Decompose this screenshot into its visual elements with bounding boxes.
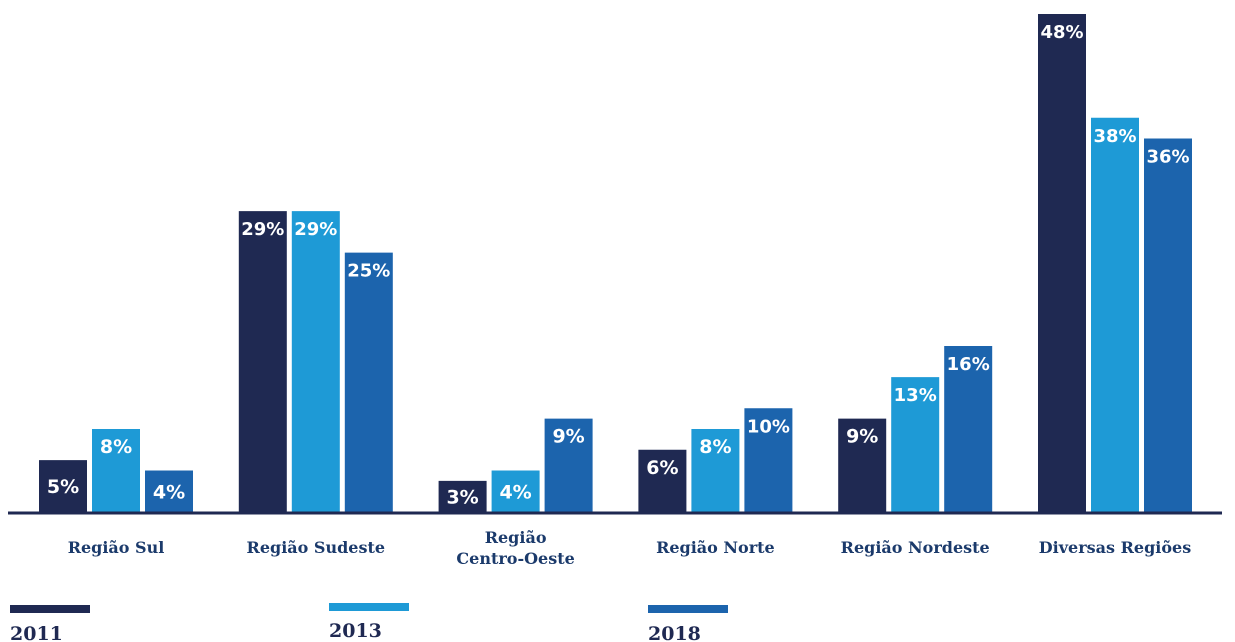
bar-2011-4	[838, 418, 887, 512]
legend-label-2013: 2013	[329, 620, 382, 642]
value-label-2013-4: 13%	[894, 385, 937, 406]
category-label-2-line-0: Região	[485, 528, 547, 547]
value-label-2011-4: 9%	[846, 426, 878, 448]
bar-2011-1	[238, 211, 287, 512]
bar-2011-2	[438, 480, 487, 512]
value-label-2011-3: 6%	[646, 457, 678, 479]
bar-2018-1	[344, 252, 393, 512]
bar-2011-0	[39, 460, 87, 512]
category-label-2-line-1: Centro-Oeste	[456, 549, 574, 568]
value-label-2013-5: 38%	[1093, 126, 1136, 147]
value-label-2018-2: 9%	[552, 426, 584, 448]
category-label-1: Região Sudeste	[247, 538, 385, 557]
legend: 2011 2013 2018	[10, 603, 728, 642]
legend-swatch-2011	[10, 605, 90, 613]
bar-2018-2	[544, 418, 593, 512]
value-label-2018-0: 4%	[153, 481, 185, 503]
bar-2018-5	[1144, 138, 1192, 512]
category-label-3: Região Norte	[656, 538, 775, 557]
category-label-4: Região Nordeste	[841, 538, 990, 557]
value-label-2018-1: 25%	[347, 261, 390, 282]
value-label-2018-4: 16%	[947, 354, 990, 375]
bar-2011-5	[1038, 14, 1086, 512]
bar-2018-0	[145, 470, 193, 512]
value-label-2013-0: 8%	[100, 436, 132, 458]
category-label-0: Região Sul	[68, 538, 165, 557]
value-label-2013-1: 29%	[294, 219, 337, 240]
category-label-5: Diversas Regiões	[1039, 538, 1191, 557]
value-label-2011-1: 29%	[241, 219, 284, 240]
bar-2018-3	[744, 408, 793, 512]
legend-swatch-2013	[329, 603, 409, 611]
value-label-2013-3: 8%	[699, 436, 731, 458]
bar-2018-4	[944, 346, 993, 512]
category-labels-group: Região Sul Região Sudeste Região Centro-Oes…	[68, 528, 1192, 568]
bars-group	[39, 14, 1192, 512]
value-label-2013-2: 4%	[499, 481, 531, 503]
value-label-2018-5: 36%	[1146, 147, 1189, 168]
value-label-2011-0: 5%	[47, 476, 79, 498]
bar-2013-5	[1091, 117, 1139, 512]
legend-label-2018: 2018	[648, 623, 701, 642]
bar-2011-3	[638, 449, 687, 512]
value-labels-group: 5% 8% 4% 29% 29% 25% 3% 4% 9% 6% 8% 10% 9% 13% 16% 48% 3…	[47, 22, 1190, 508]
value-label-2011-2: 3%	[446, 486, 478, 508]
legend-swatch-2018	[648, 605, 728, 613]
bar-2013-1	[291, 211, 340, 512]
value-label-2011-5: 48%	[1040, 22, 1083, 43]
legend-label-2011: 2011	[10, 623, 63, 642]
bar-2013-0	[92, 429, 140, 512]
bar-2013-3	[691, 429, 740, 512]
bar-2013-4	[891, 377, 940, 512]
value-label-2018-3: 10%	[747, 416, 790, 437]
bar-2013-2	[491, 470, 540, 512]
